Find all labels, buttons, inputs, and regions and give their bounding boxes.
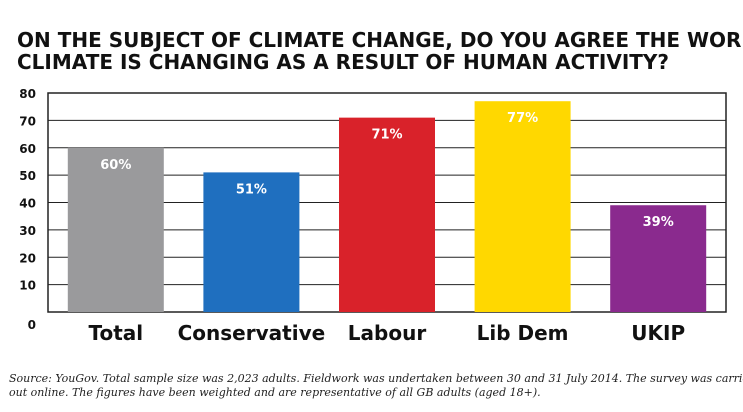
y-tick-label: 60 xyxy=(19,142,36,156)
y-tick-label: 30 xyxy=(19,224,36,238)
bar-ukip xyxy=(610,205,707,312)
x-category-label: Conservative xyxy=(178,321,326,345)
data-label: 71% xyxy=(371,128,402,143)
y-tick-label: 70 xyxy=(19,114,36,128)
data-label: 60% xyxy=(100,158,131,173)
chart-title-line-1: ON THE SUBJECT OF CLIMATE CHANGE, DO YOU… xyxy=(17,28,743,52)
y-tick-label: 0 xyxy=(28,318,36,332)
data-label: 39% xyxy=(643,215,674,230)
y-tick-label: 50 xyxy=(19,169,36,183)
data-label: 77% xyxy=(507,111,538,126)
x-category-label: UKIP xyxy=(631,321,685,345)
x-category-label: Total xyxy=(88,321,143,345)
plot-area: 0 10 20 30 40 50 60 70 80 60% Total 51% Conservative… xyxy=(19,87,727,345)
y-tick-label: 80 xyxy=(19,87,36,101)
bar-labour xyxy=(339,117,435,312)
data-label: 51% xyxy=(236,182,267,197)
y-tick-label: 10 xyxy=(19,279,36,293)
bar-conservative xyxy=(203,172,300,312)
y-tick-label: 20 xyxy=(19,251,36,265)
bar-lib-dem xyxy=(474,101,571,313)
x-category-label: Labour xyxy=(348,321,427,345)
chart-title-line-2: CLIMATE IS CHANGING AS A RESULT OF HUMAN… xyxy=(17,50,669,74)
source-note-line-2: out online. The figures have been weight… xyxy=(9,386,541,399)
source-note-line-1: Source: YouGov. Total sample size was 2,… xyxy=(9,372,743,385)
bar-total xyxy=(67,147,164,312)
x-category-label: Lib Dem xyxy=(477,321,569,345)
y-tick-label: 40 xyxy=(19,197,36,211)
